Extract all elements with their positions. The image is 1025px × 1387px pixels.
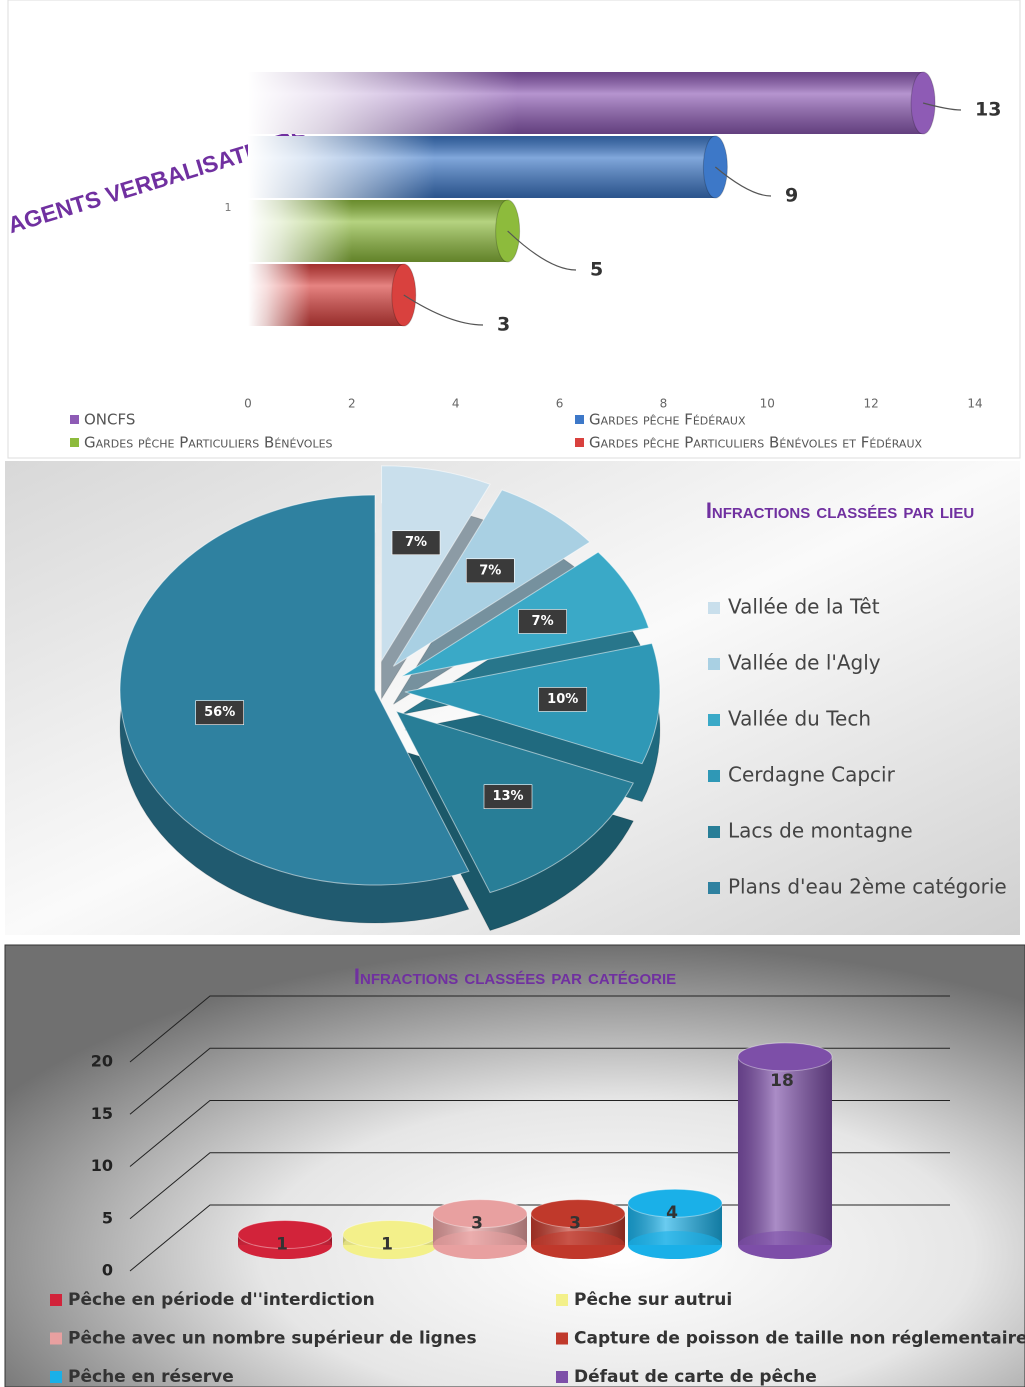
grid-line — [129, 995, 950, 1063]
leader-line — [714, 166, 772, 197]
legend-swatch — [70, 438, 79, 447]
pie-slice — [119, 494, 470, 886]
legend-label: Gardes pêche Particuliers Bénévoles — [84, 434, 333, 452]
leader-line — [922, 102, 962, 111]
x-tick-label: 12 — [864, 397, 879, 411]
legend-label: Pêche avec un nombre supérieur de lignes — [68, 1329, 477, 1349]
x-tick-label: 14 — [967, 397, 982, 411]
data-label: 9 — [785, 185, 798, 207]
bar-fade — [248, 72, 924, 134]
legend-swatch — [556, 1294, 568, 1306]
data-label: 1 — [381, 1235, 393, 1255]
legend-label: Défaut de carte de pêche — [574, 1367, 817, 1387]
bar-top — [237, 1220, 333, 1250]
bar-bottom-shade — [531, 1231, 625, 1259]
legend-swatch — [708, 826, 720, 838]
legend-swatch — [50, 1332, 62, 1345]
bar-bottom-shade — [433, 1231, 527, 1259]
grid-line — [129, 1100, 950, 1167]
data-label-box — [195, 700, 245, 725]
bar-top — [737, 1042, 833, 1072]
chart-title: Infractions classées par catégorie — [354, 964, 676, 989]
data-label: 3 — [471, 1214, 483, 1234]
y-tick-label: 10 — [91, 1156, 113, 1175]
legend-label: Vallée de l'Agly — [728, 651, 881, 675]
data-label: 4 — [666, 1203, 678, 1223]
bar-fade — [248, 136, 716, 198]
x-tick-label: 4 — [452, 397, 460, 411]
legend-label: Plans d'eau 2ème catégorie — [728, 875, 1007, 899]
data-label: 56% — [204, 705, 235, 720]
data-label: 7% — [532, 614, 554, 629]
data-label-box — [391, 530, 441, 556]
legend-label: Lacs de montagne — [728, 819, 913, 843]
x-tick-label: 0 — [244, 397, 252, 411]
legend-swatch — [708, 882, 720, 894]
bar-top — [432, 1199, 528, 1229]
legend-swatch — [708, 714, 720, 726]
data-label-box — [518, 609, 567, 634]
legend-swatch — [556, 1332, 568, 1345]
legend-swatch — [708, 602, 720, 614]
legend-swatch — [708, 658, 720, 670]
y-tick-label: 20 — [91, 1052, 113, 1071]
data-label: 13% — [492, 789, 523, 804]
y-tick-label: 15 — [91, 1104, 113, 1123]
x-tick-label: 10 — [760, 397, 775, 411]
bar-shade — [738, 1056, 832, 1245]
leader-line — [507, 230, 577, 271]
legend-label: Capture de poisson de taille non régleme… — [574, 1329, 1025, 1349]
data-label: 1 — [276, 1235, 288, 1255]
grid-line — [129, 1047, 950, 1115]
data-label-box — [538, 687, 588, 712]
bar-top — [530, 1199, 626, 1229]
legend-swatch — [708, 770, 720, 782]
panel — [4, 944, 1025, 1387]
legend-label: Gardes pêche Fédéraux — [589, 411, 746, 429]
legend-swatch — [50, 1371, 62, 1383]
y-tick-label: 1 — [225, 201, 232, 214]
leader-line — [403, 294, 484, 326]
chart-title: Infractions classées par lieu — [705, 498, 975, 523]
data-label: 18 — [770, 1071, 794, 1091]
data-label-box — [465, 558, 515, 584]
data-label: 3 — [497, 314, 510, 336]
data-label: 7% — [479, 563, 501, 578]
data-label: 13 — [975, 99, 1001, 121]
legend-swatch — [556, 1371, 568, 1383]
legend-label: Pêche en période d''interdiction — [68, 1290, 375, 1310]
legend-label: Vallée du Tech — [728, 707, 871, 731]
legend-swatch — [50, 1294, 62, 1306]
legend-swatch — [70, 415, 79, 424]
bar-bottom-shade — [628, 1231, 722, 1259]
bar-top — [627, 1188, 723, 1218]
legend-label: ONCFS — [84, 411, 135, 429]
y-tick-label: 0 — [102, 1261, 113, 1280]
pie-slice — [381, 465, 491, 663]
grid-line — [129, 1152, 950, 1220]
legend-label: Pêche sur autrui — [574, 1290, 732, 1310]
bar-fade — [248, 200, 508, 262]
data-label: 7% — [405, 535, 427, 550]
legend-label: Cerdagne Capcir — [728, 763, 896, 787]
legend-swatch — [575, 438, 584, 447]
bar-bottom-shade — [738, 1231, 832, 1259]
bar-cap — [495, 199, 521, 263]
y-tick-label: 5 — [102, 1208, 113, 1227]
legend-swatch — [575, 415, 584, 424]
legend-label: Pêche en réserve — [68, 1367, 234, 1387]
pie-slice — [404, 642, 661, 765]
legend-label: Vallée de la Têt — [728, 595, 880, 619]
data-label: 5 — [590, 259, 603, 281]
data-label: 3 — [569, 1214, 581, 1234]
data-label: 10% — [547, 692, 578, 707]
x-tick-label: 2 — [348, 397, 356, 411]
bar-fade — [248, 264, 404, 326]
x-tick-label: 8 — [660, 397, 668, 411]
x-tick-label: 6 — [556, 397, 564, 411]
legend-label: Gardes pêche Particuliers Bénévoles et F… — [589, 434, 922, 452]
data-label-box — [483, 784, 533, 810]
